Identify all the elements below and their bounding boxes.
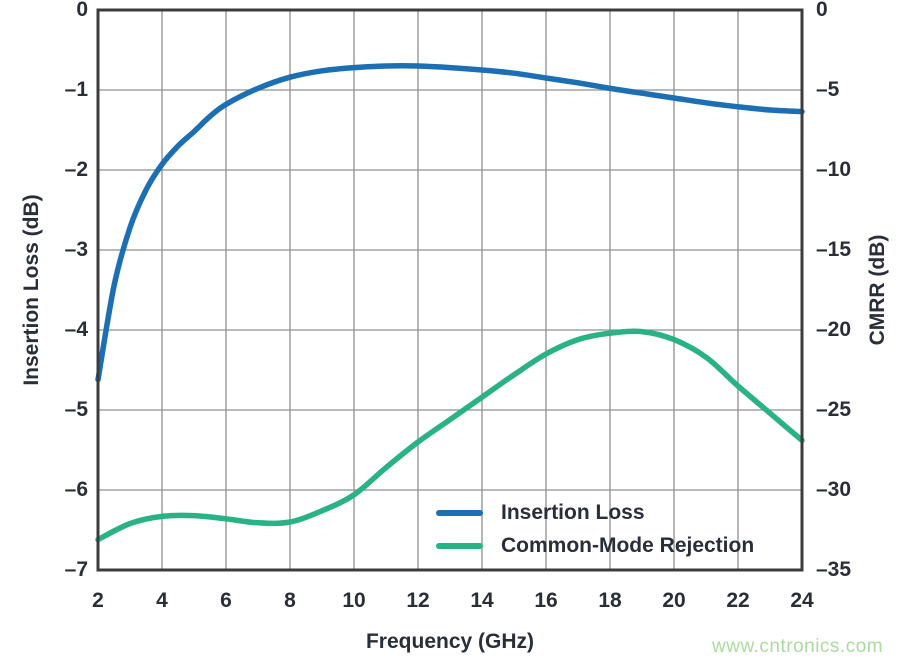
right-y-tick-label: –30 [816,478,852,501]
right-y-tick-label: –35 [816,558,852,581]
right-y-tick-label: –5 [816,78,840,101]
x-tick-label: 6 [220,589,232,612]
x-tick-label: 16 [534,589,558,612]
x-tick-label: 10 [342,589,366,612]
left-y-tick-label: –3 [64,238,88,261]
common-mode-rejection-curve [95,328,805,543]
left-y-tick-label: –1 [64,78,88,101]
left-y-tick-label: –5 [64,398,88,421]
insertion-loss-curve [95,63,805,383]
watermark: www.cntronics.com [712,636,884,657]
left-y-tick-label: –4 [64,318,88,341]
legend-item: Common-Mode Rejection [436,533,754,559]
left-y-tick-label: 0 [76,0,88,21]
right-y-tick-label: –15 [816,238,852,261]
x-tick-label: 14 [470,589,494,612]
x-tick-label: 2 [92,589,104,612]
legend-line-swatch [436,510,483,516]
gridlines [97,9,803,571]
x-axis-title: Frequency (GHz) [365,630,535,653]
x-tick-label: 4 [156,589,168,612]
left-y-tick-label: –2 [64,158,88,181]
right-axis-title: CMRR (dB) [866,234,889,346]
legend-line-swatch [436,543,483,549]
x-tick-label: 8 [284,589,296,612]
right-y-tick-label: –10 [816,158,852,181]
right-y-tick-label: –25 [816,398,852,421]
x-tick-label: 12 [406,589,430,612]
x-tick-label: 18 [598,589,622,612]
legend: Insertion Loss Common-Mode Rejection [436,500,754,559]
left-y-tick-label: –6 [64,478,88,501]
legend-label: Insertion Loss [501,501,645,524]
x-tick-label: 24 [790,589,814,612]
x-tick-label: 20 [662,589,686,612]
plot-frame [96,8,804,572]
right-y-tick-label: 0 [816,0,828,21]
x-tick-label: 22 [726,589,750,612]
right-y-tick-label: –20 [816,318,852,341]
legend-label: Common-Mode Rejection [501,534,755,557]
left-axis-title: Insertion Loss (dB) [20,194,43,386]
left-y-tick-label: –7 [64,558,88,581]
legend-item: Insertion Loss [436,500,754,526]
